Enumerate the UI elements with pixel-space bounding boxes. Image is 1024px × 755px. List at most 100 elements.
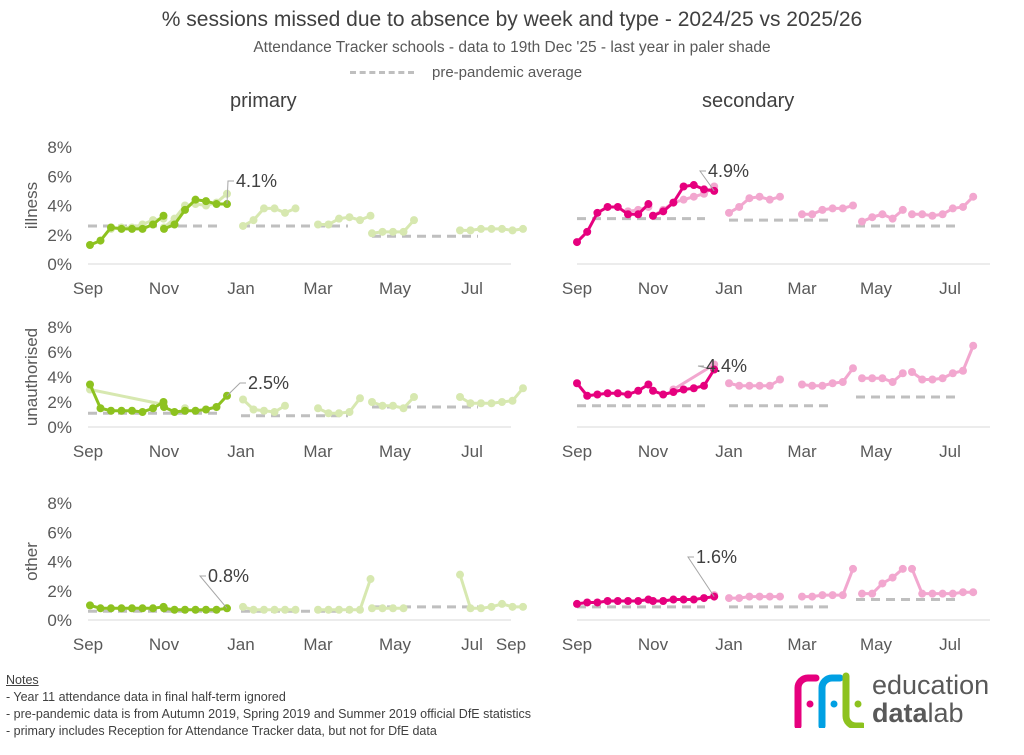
last-year-spring-point <box>725 594 733 603</box>
current-year-point <box>679 595 688 604</box>
current-year-point <box>634 210 643 219</box>
last-year-spring-point <box>335 409 343 418</box>
y-tick-label: 8% <box>47 318 72 337</box>
y-tick-label: 6% <box>47 343 72 362</box>
last-year-spring-point <box>765 381 774 390</box>
current-year-point <box>202 605 210 614</box>
last-year-summer-point <box>908 210 916 219</box>
last-year-spring-point <box>838 591 847 600</box>
last-year-summer-point <box>519 384 527 393</box>
x-tick-label: May <box>379 442 412 461</box>
x-tick-label: Mar <box>303 279 333 298</box>
last-year-spring-point <box>828 204 837 213</box>
notes: Notes - Year 11 attendance data in final… <box>6 672 531 740</box>
x-tick-label: Jul <box>939 279 961 298</box>
last-year-summer-point <box>410 216 418 225</box>
panel-illness-secondary: Sep Nov Jan Mar May Jul 4.9% <box>562 161 990 298</box>
last-year-spring-point <box>828 591 837 600</box>
last-year-spring-point <box>249 405 258 414</box>
current-year-point <box>624 390 632 399</box>
last-year-summer-point <box>399 604 408 613</box>
last-year-spring-point <box>260 605 268 614</box>
last-year-spring-point <box>366 211 375 220</box>
last-year-spring-point <box>345 408 354 416</box>
last-year-summer-point <box>898 369 907 378</box>
last-year-spring-point <box>776 192 784 201</box>
current-year-point <box>159 211 168 220</box>
current-year-point <box>634 596 643 605</box>
last-year-spring-point <box>725 379 733 388</box>
fft-logo-icon <box>794 672 864 728</box>
current-year-point <box>669 198 678 207</box>
last-year-spring-point <box>324 409 333 418</box>
current-year-point <box>117 604 126 613</box>
current-year-point <box>138 224 147 233</box>
x-tick-label: Jul <box>461 635 483 654</box>
last-year-spring-point <box>798 592 806 601</box>
last-year-summer-point <box>898 205 907 214</box>
last-year-spring-point <box>239 395 247 404</box>
last-year-spring-point <box>270 408 279 416</box>
current-year-point <box>583 391 592 400</box>
current-year-point <box>170 605 179 614</box>
last-year-summer-point <box>959 366 967 375</box>
last-year-spring-point <box>239 221 247 230</box>
latest-value-label: 4.9% <box>708 161 749 181</box>
last-year-summer-point <box>477 399 485 408</box>
y-tick-label: 0% <box>47 255 72 274</box>
last-year-spring-point <box>755 592 764 601</box>
current-year-point <box>149 404 157 413</box>
current-year-point <box>117 406 126 415</box>
x-tick-label: Nov <box>638 279 669 298</box>
last-year-spring-point <box>291 204 300 213</box>
last-year-spring-point <box>281 401 289 410</box>
last-year-spring-point <box>249 605 258 614</box>
last-year-summer-point <box>487 602 496 611</box>
last-year-spring-point <box>356 394 364 403</box>
current-year-point <box>659 390 668 399</box>
last-year-summer-point <box>928 375 937 384</box>
x-tick-label: Jul <box>939 442 961 461</box>
last-year-summer-point <box>918 375 927 384</box>
current-year-point <box>170 220 179 229</box>
last-year-spring-point <box>356 605 364 614</box>
panel-other-primary: 0% 2% 4% 6% 8% other Sep Nov Jan Mar May Jul Sep 0.8% <box>22 494 527 654</box>
current-year-point <box>149 220 157 229</box>
current-year-point <box>649 596 657 605</box>
x-tick-label: Sep <box>562 442 592 461</box>
last-year-summer-point <box>487 399 496 408</box>
row-label-unauthorised: unauthorised <box>22 328 41 426</box>
legend-dash-swatch <box>350 71 414 74</box>
last-year-spring-point <box>776 592 784 601</box>
last-year-summer-point <box>378 604 387 613</box>
panel-other-secondary: Sep Nov Jan Mar May Jul 1.6% <box>562 547 990 654</box>
last-year-spring-point <box>314 404 322 413</box>
logo-word-education: education <box>872 670 990 700</box>
last-year-summer-point <box>948 589 957 598</box>
y-tick-label: 0% <box>47 418 72 437</box>
last-year-summer-point <box>888 214 897 223</box>
current-year-point <box>212 403 221 411</box>
legend-label: pre-pandemic average <box>432 64 583 81</box>
current-year-point <box>603 596 612 605</box>
current-year-point <box>86 601 94 610</box>
last-year-summer-point <box>928 589 937 598</box>
y-tick-label: 8% <box>47 138 72 157</box>
current-year-point <box>624 596 632 605</box>
x-tick-label: May <box>860 279 893 298</box>
last-year-summer-point <box>938 589 947 598</box>
y-tick-label: 2% <box>47 226 72 245</box>
last-year-spring-point <box>260 406 268 415</box>
current-year-point <box>644 200 653 209</box>
x-tick-label: Sep <box>562 635 592 654</box>
last-year-summer-point <box>878 374 887 383</box>
last-year-summer-point <box>487 224 496 233</box>
current-year-point <box>659 207 668 216</box>
x-tick-label: Jan <box>715 279 742 298</box>
last-year-summer-point <box>378 401 387 410</box>
last-year-spring-point <box>755 381 764 390</box>
x-tick-label: Nov <box>638 442 669 461</box>
last-year-summer-point <box>868 374 877 383</box>
last-year-spring-point <box>808 381 817 390</box>
panel-unauthorised-secondary: Sep Nov Jan Mar May Jul 4.4% <box>562 341 990 461</box>
